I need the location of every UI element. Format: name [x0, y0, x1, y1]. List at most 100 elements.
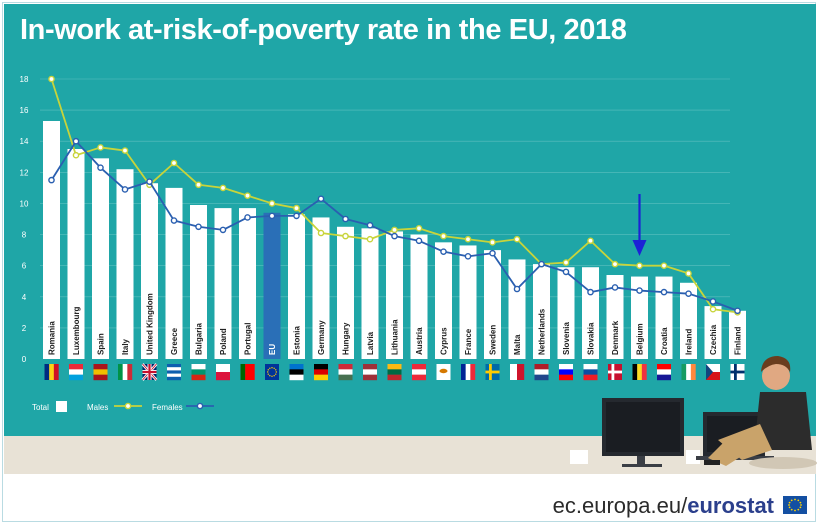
legend-label-males: Males — [87, 403, 108, 412]
point-males[interactable] — [415, 225, 423, 232]
point-males[interactable] — [170, 159, 178, 167]
point-females[interactable] — [97, 164, 104, 171]
flag-icon — [412, 364, 426, 381]
point-females[interactable] — [219, 226, 227, 234]
bar[interactable] — [67, 149, 85, 359]
bar[interactable] — [43, 121, 60, 359]
bar[interactable] — [631, 276, 648, 359]
point-males[interactable] — [219, 184, 227, 192]
bar[interactable] — [680, 282, 697, 359]
point-females[interactable] — [489, 249, 496, 257]
flag-icon — [485, 364, 500, 380]
flag-icon — [363, 364, 377, 381]
point-males[interactable] — [293, 204, 300, 212]
point-males[interactable] — [660, 262, 668, 269]
point-females[interactable] — [244, 214, 251, 221]
point-males[interactable] — [342, 232, 349, 240]
point-males[interactable] — [587, 237, 594, 245]
point-males[interactable] — [636, 262, 643, 269]
bar[interactable] — [312, 217, 330, 359]
bar[interactable] — [435, 242, 452, 359]
point-females[interactable] — [170, 217, 178, 224]
point-females[interactable] — [366, 221, 374, 229]
bar[interactable] — [337, 226, 354, 359]
point-females[interactable] — [195, 223, 202, 231]
point-females[interactable] — [562, 268, 570, 276]
point-females[interactable] — [342, 215, 349, 223]
point-females[interactable] — [685, 290, 692, 297]
bar[interactable] — [288, 214, 305, 359]
bar[interactable] — [582, 267, 599, 359]
point-males[interactable] — [685, 270, 692, 277]
bar-label: Lithuania — [391, 319, 400, 355]
bar-label: Cyprus — [440, 327, 449, 355]
bar[interactable] — [459, 245, 477, 359]
point-females[interactable] — [146, 178, 153, 185]
bar[interactable] — [729, 310, 746, 359]
bar[interactable] — [557, 267, 575, 359]
point-females[interactable] — [587, 288, 594, 296]
point-females[interactable] — [660, 288, 668, 296]
bar[interactable] — [655, 276, 673, 359]
point-females[interactable] — [391, 232, 398, 240]
point-males[interactable] — [317, 229, 325, 237]
point-males[interactable] — [611, 260, 619, 268]
point-males[interactable] — [121, 147, 129, 154]
point-females[interactable] — [72, 137, 80, 145]
point-males[interactable] — [268, 200, 276, 207]
legend-label-females: Females — [152, 403, 183, 412]
bar[interactable] — [214, 208, 232, 359]
point-males[interactable] — [391, 226, 398, 234]
point-females[interactable] — [636, 287, 643, 294]
bar[interactable] — [141, 183, 158, 359]
point-males[interactable] — [244, 192, 251, 199]
bar[interactable] — [116, 169, 134, 359]
point-females[interactable] — [415, 237, 423, 245]
point-males[interactable] — [72, 151, 80, 159]
bar[interactable] — [263, 212, 281, 359]
footer-url[interactable]: ec.europa.eu/eurostat — [553, 493, 774, 519]
bar[interactable] — [239, 208, 256, 359]
point-females[interactable] — [734, 307, 741, 315]
point-females[interactable] — [538, 260, 545, 268]
bar[interactable] — [606, 275, 624, 359]
flag-icon — [534, 364, 549, 381]
bar-label: Hungary — [342, 322, 351, 355]
flag-icon — [93, 364, 108, 381]
point-females[interactable] — [48, 176, 55, 184]
bar[interactable] — [704, 306, 722, 359]
bar-label: France — [464, 328, 473, 355]
point-females[interactable] — [268, 212, 276, 220]
point-females[interactable] — [317, 195, 325, 203]
bar[interactable] — [165, 187, 183, 359]
point-males[interactable] — [489, 239, 496, 246]
bar[interactable] — [92, 158, 109, 359]
point-males[interactable] — [48, 75, 55, 83]
point-males[interactable] — [97, 144, 104, 151]
point-males[interactable] — [464, 235, 472, 243]
point-males[interactable] — [562, 259, 570, 266]
flag-icon — [510, 364, 525, 380]
bar[interactable] — [410, 234, 428, 359]
point-females[interactable] — [611, 284, 619, 291]
bar[interactable] — [484, 250, 501, 359]
point-males[interactable] — [440, 232, 447, 240]
point-females[interactable] — [440, 248, 447, 255]
point-females[interactable] — [513, 285, 521, 293]
bar-label: Austria — [415, 327, 424, 355]
point-females[interactable] — [709, 298, 717, 305]
bar-label: United Kingdom — [146, 293, 155, 355]
bar[interactable] — [533, 264, 550, 359]
point-males[interactable] — [366, 235, 374, 243]
legend-label-total: Total — [32, 403, 49, 412]
footer-domain: ec.europa.eu/ — [552, 493, 688, 518]
point-males[interactable] — [513, 235, 521, 243]
bar[interactable] — [361, 228, 379, 359]
bar[interactable] — [386, 231, 403, 359]
point-males[interactable] — [195, 181, 202, 189]
point-females[interactable] — [464, 253, 472, 260]
point-females[interactable] — [121, 186, 129, 193]
bar[interactable] — [190, 205, 207, 359]
point-females[interactable] — [293, 212, 300, 220]
point-males[interactable] — [709, 305, 717, 313]
